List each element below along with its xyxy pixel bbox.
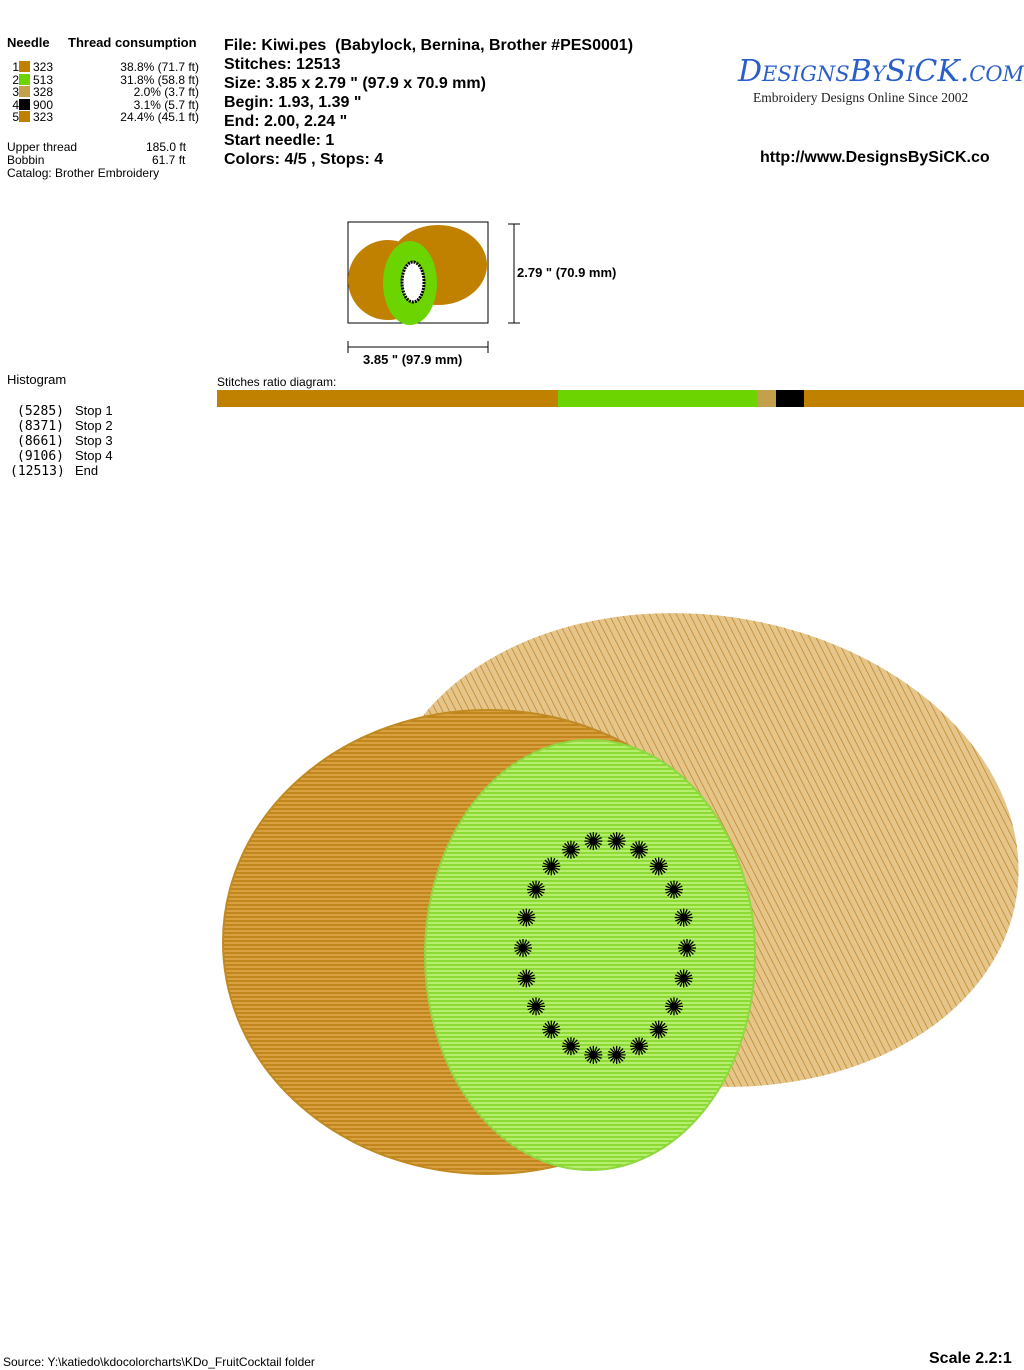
seed <box>527 880 546 899</box>
thread-code: 323 <box>33 110 54 125</box>
seed <box>607 1045 626 1064</box>
ratio-segment <box>557 390 757 407</box>
seed <box>561 840 580 859</box>
start-needle-info: Start needle: 1 <box>224 132 335 149</box>
needle-header: Needle <box>7 35 50 50</box>
thread-consumption-header: Thread consumption <box>68 35 197 50</box>
seed <box>584 1045 603 1064</box>
thread-row: 4 900 3.1% (5.7 ft) <box>7 99 207 112</box>
seed <box>607 832 626 851</box>
thread-code: 900 <box>33 97 54 112</box>
seed <box>561 1037 580 1056</box>
thread-row: 2 513 31.8% (58.8 ft) <box>7 72 207 87</box>
design-preview <box>347 221 520 353</box>
needle-number: 2 <box>12 72 19 87</box>
bobbin-label: Bobbin <box>7 153 45 167</box>
ratio-segment <box>804 390 1024 407</box>
seed <box>630 840 649 859</box>
seed <box>584 832 603 851</box>
logo: DesignsBySiCK.com <box>738 54 1024 89</box>
website-url[interactable]: http://www.DesignsBySiCK.co <box>760 149 990 166</box>
stop-label: Stop 3 <box>75 433 113 448</box>
stop-stitch-count: (9106) <box>17 449 64 464</box>
kiwi-flesh <box>424 739 756 1171</box>
width-label: 3.85 " (97.9 mm) <box>363 352 463 367</box>
stitches-info: Stitches: 12513 <box>224 56 341 73</box>
height-label: 2.79 " (70.9 mm) <box>517 265 617 280</box>
ratio-segment <box>756 390 776 407</box>
begin-info: Begin: 1.93, 1.39 " <box>224 94 362 111</box>
upper-thread-value: 185.0 ft <box>146 140 187 154</box>
stop-label: End <box>75 463 99 478</box>
thread-row: 3 328 2.0% (3.7 ft) <box>7 86 207 99</box>
stop-label: Stop 2 <box>75 418 113 433</box>
stop-stitch-count: (8661) <box>17 434 64 449</box>
thread-code: 323 <box>33 60 54 74</box>
seed <box>527 997 546 1016</box>
thread-code: 328 <box>33 85 54 100</box>
needle-number: 4 <box>12 97 19 112</box>
thread-code: 513 <box>33 72 54 87</box>
ratio-segment <box>217 390 558 407</box>
source-path: Source: Y:\katiedo\kdocolorcharts\KDo_Fr… <box>3 1355 315 1369</box>
thread-color-swatch <box>19 111 30 123</box>
upper-thread-label: Upper thread <box>7 140 78 154</box>
thread-row: 5 323 24.4% (45.1 ft) <box>7 111 207 124</box>
file-info: File: Kiwi.pes (Babylock, Bernina, Broth… <box>224 37 634 54</box>
thread-consumption: 24.4% (45.1 ft) <box>120 110 199 125</box>
seed <box>517 908 536 927</box>
kiwi-seeds <box>514 832 696 1064</box>
scale-label: Scale 2.2:1 <box>929 1350 1012 1367</box>
histogram-title: Histogram <box>7 372 67 387</box>
seed <box>678 939 696 957</box>
stop-label: Stop 1 <box>75 403 113 418</box>
stop-stitch-count: (8371) <box>17 419 64 434</box>
thread-color-swatch <box>19 73 30 85</box>
seed <box>630 1037 649 1056</box>
stitches-ratio-bar <box>217 390 1024 407</box>
seed <box>674 969 693 988</box>
stop-stitch-count: (12513) <box>10 464 65 479</box>
seed <box>649 857 668 876</box>
thread-color-swatch <box>19 86 30 98</box>
catalog-label: Catalog: Brother Embroidery <box>7 166 160 180</box>
embroidery-rendering <box>222 613 1019 1175</box>
thread-row: 1 323 38.8% (71.7 ft) <box>7 61 207 74</box>
thread-consumption: 31.8% (58.8 ft) <box>120 72 199 87</box>
seed <box>542 857 561 876</box>
seed <box>542 1020 561 1039</box>
needle-number: 3 <box>12 85 19 100</box>
logo-tagline: Embroidery Designs Online Since 2002 <box>753 90 969 105</box>
ratio-diagram-label: Stitches ratio diagram: <box>217 375 337 389</box>
thread-color-swatch <box>19 61 30 72</box>
thread-color-swatch <box>19 98 30 110</box>
seed <box>664 880 683 899</box>
preview-seeds <box>400 260 426 304</box>
seed <box>517 969 536 988</box>
thread-consumption: 38.8% (71.7 ft) <box>120 60 199 74</box>
stop-stitch-count: (5285) <box>17 404 64 419</box>
end-info: End: 2.00, 2.24 " <box>224 113 348 130</box>
needle-number: 1 <box>12 60 19 74</box>
bobbin-value: 61.7 ft <box>152 153 186 167</box>
seed <box>674 908 693 927</box>
seed <box>649 1020 668 1039</box>
colors-stops-info: Colors: 4/5 , Stops: 4 <box>224 151 384 168</box>
needle-number: 5 <box>12 110 19 125</box>
seed <box>514 939 532 957</box>
thread-consumption: 3.1% (5.7 ft) <box>133 97 199 112</box>
seed <box>664 997 683 1016</box>
stop-label: Stop 4 <box>75 448 113 463</box>
thread-consumption: 2.0% (3.7 ft) <box>133 85 199 100</box>
ratio-segment <box>775 390 805 407</box>
size-info: Size: 3.85 x 2.79 " (97.9 x 70.9 mm) <box>224 75 486 92</box>
